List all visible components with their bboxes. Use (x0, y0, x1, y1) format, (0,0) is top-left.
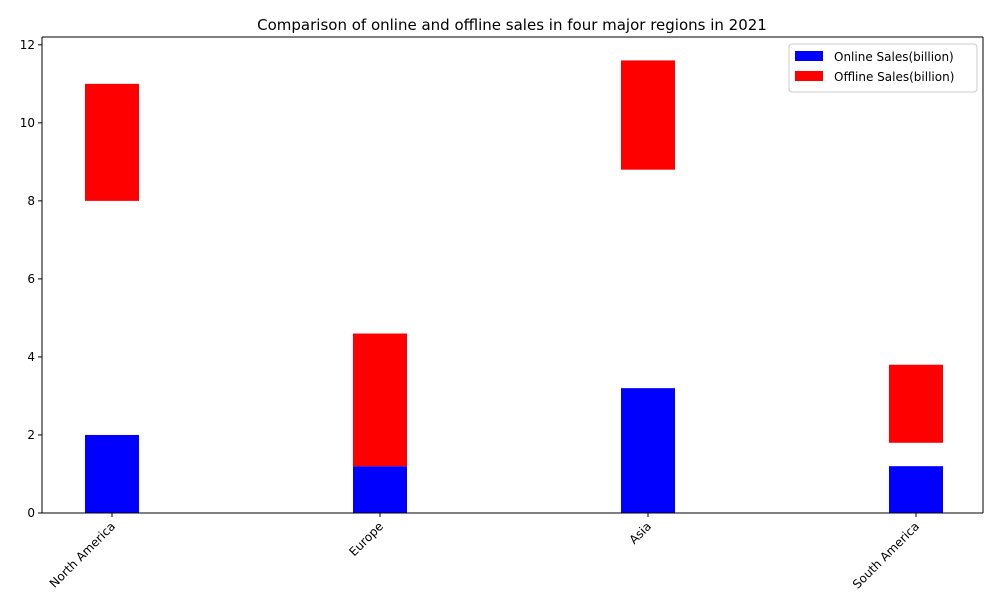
bar-offline-1 (353, 333, 407, 467)
x-tick-label-3: South America (850, 519, 922, 591)
x-tick-label-2: Asia (626, 519, 654, 547)
legend-swatch-1 (795, 71, 823, 81)
y-tick-label-3: 6 (27, 272, 35, 286)
x-tick-label-0: North America (47, 519, 118, 590)
legend-label-1: Offline Sales(billion) (834, 70, 954, 84)
legend-box (788, 43, 978, 93)
legend: Online Sales(billion) Offline Sales(billi… (788, 43, 978, 93)
bar-offline-2 (621, 60, 675, 170)
bar-online-0 (85, 434, 139, 513)
y-tick-label-2: 4 (27, 350, 35, 364)
chart-title: Comparison of online and offline sales i… (257, 16, 767, 34)
y-tick-label-5: 10 (20, 116, 35, 130)
bar-online-2 (621, 388, 675, 513)
y-axis-ticks: 0 2 4 6 8 10 12 (20, 38, 42, 520)
bar-online-3 (889, 466, 943, 513)
axes-layer (41, 36, 984, 514)
bar-offline-3 (889, 364, 943, 443)
bar-offline-0 (85, 83, 139, 201)
y-tick-label-6: 12 (20, 38, 35, 52)
y-tick-label-4: 8 (27, 194, 35, 208)
y-tick-label-0: 0 (27, 506, 35, 520)
legend-swatch-0 (795, 51, 823, 61)
x-tick-label-1: Europe (346, 519, 386, 559)
x-axis-ticks: North America Europe Asia South America (47, 513, 922, 591)
y-tick-label-1: 2 (27, 428, 35, 442)
bar-online-1 (353, 466, 407, 513)
legend-label-0: Online Sales(billion) (834, 50, 954, 64)
bars-layer (85, 60, 943, 513)
